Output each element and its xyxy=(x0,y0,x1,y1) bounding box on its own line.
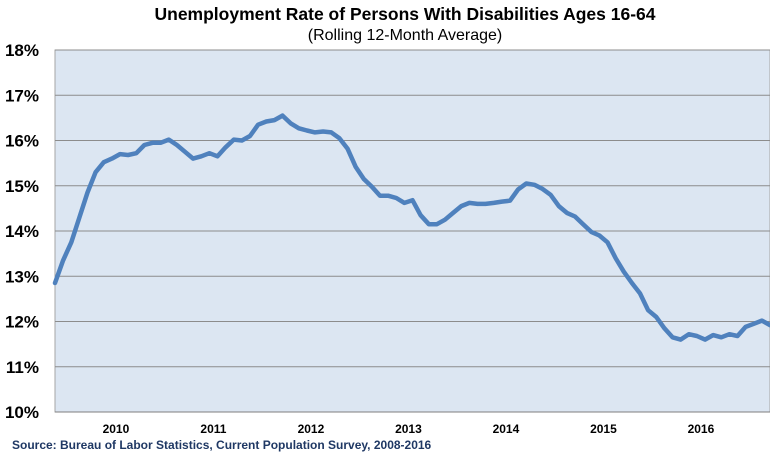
x-tick-label: 2014 xyxy=(493,422,520,436)
x-tick-label: 2010 xyxy=(103,422,130,436)
y-tick-label: 17% xyxy=(5,86,39,105)
y-tick-label: 16% xyxy=(5,132,39,151)
x-tick-label: 2013 xyxy=(395,422,422,436)
source-note: Source: Bureau of Labor Statistics, Curr… xyxy=(12,438,432,452)
x-tick-label: 2011 xyxy=(200,422,226,436)
y-tick-label: 15% xyxy=(5,177,39,196)
y-axis: 10% 11% 12% 13% 14% 15% 16% 17% 18% xyxy=(5,41,39,422)
chart-subtitle: (Rolling 12-Month Average) xyxy=(307,27,503,44)
series-layer xyxy=(52,113,770,342)
y-tick-label: 13% xyxy=(5,267,39,286)
y-tick-label: 10% xyxy=(5,403,39,422)
series-line xyxy=(52,113,770,342)
x-tick-label: 2015 xyxy=(590,422,617,436)
x-tick-label: 2016 xyxy=(688,422,715,436)
y-tick-label: 12% xyxy=(5,313,39,332)
x-axis: 2010 2011 2012 2013 2014 2015 2016 xyxy=(55,411,770,436)
y-tick-label: 14% xyxy=(5,222,39,241)
chart-title: Unemployment Rate of Persons With Disabi… xyxy=(154,4,656,24)
y-tick-label: 18% xyxy=(5,41,39,60)
y-tick-label: 11% xyxy=(6,358,39,377)
x-tick-label: 2012 xyxy=(298,422,325,436)
